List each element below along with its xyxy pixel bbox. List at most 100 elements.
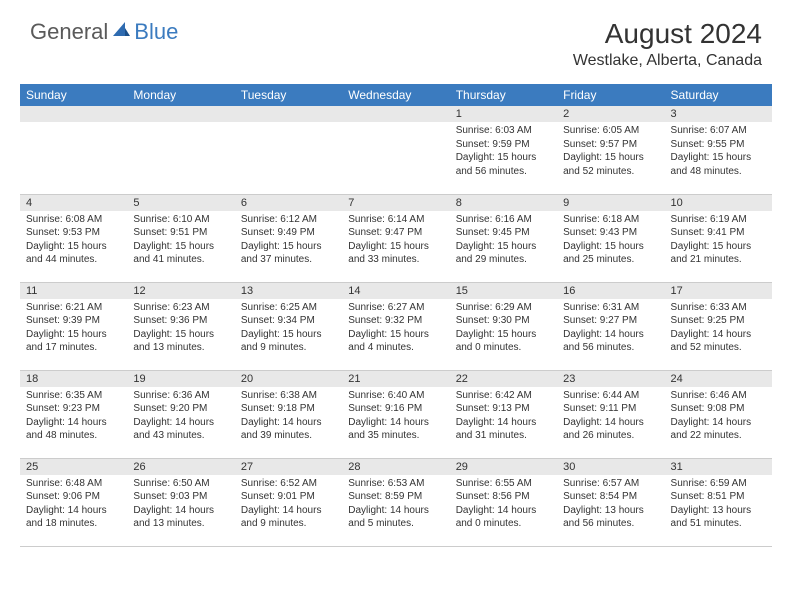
day-content bbox=[342, 122, 449, 182]
sunset-text: Sunset: 9:41 PM bbox=[671, 226, 766, 240]
daylight-text: Daylight: 15 hours and 29 minutes. bbox=[456, 240, 551, 267]
daylight-text: Daylight: 15 hours and 37 minutes. bbox=[241, 240, 336, 267]
day-content: Sunrise: 6:33 AMSunset: 9:25 PMDaylight:… bbox=[665, 299, 772, 359]
calendar-cell: 18Sunrise: 6:35 AMSunset: 9:23 PMDayligh… bbox=[20, 370, 127, 458]
sunrise-text: Sunrise: 6:29 AM bbox=[456, 301, 551, 315]
calendar-body: 1 Sunrise: 6:03 AMSunset: 9:59 PM Daylight… bbox=[20, 106, 772, 546]
day-content: Sunrise: 6:36 AMSunset: 9:20 PMDaylight:… bbox=[127, 387, 234, 447]
logo: General Blue bbox=[30, 18, 178, 45]
day-content: Sunrise: 6:40 AMSunset: 9:16 PMDaylight:… bbox=[342, 387, 449, 447]
sunrise-text: Sunrise: 6:42 AM bbox=[456, 389, 551, 403]
day-number: 27 bbox=[235, 459, 342, 475]
day-content bbox=[20, 122, 127, 182]
sunset-text: Sunset: 9:16 PM bbox=[348, 402, 443, 416]
sunset-text: Sunset: 9:23 PM bbox=[26, 402, 121, 416]
calendar-cell: 20Sunrise: 6:38 AMSunset: 9:18 PMDayligh… bbox=[235, 370, 342, 458]
calendar-cell: 16Sunrise: 6:31 AMSunset: 9:27 PMDayligh… bbox=[557, 282, 664, 370]
day-content: Sunrise: 6:23 AMSunset: 9:36 PMDaylight:… bbox=[127, 299, 234, 359]
day-content: Sunrise: 6:57 AMSunset: 8:54 PMDaylight:… bbox=[557, 475, 664, 535]
daylight-text: Daylight: 15 hours and 0 minutes. bbox=[456, 328, 551, 355]
calendar-cell: 13Sunrise: 6:25 AMSunset: 9:34 PMDayligh… bbox=[235, 282, 342, 370]
daylight-text: Daylight: 15 hours and 41 minutes. bbox=[133, 240, 228, 267]
daylight-text: Daylight: 15 hours and 33 minutes. bbox=[348, 240, 443, 267]
daylight-text: Daylight: 14 hours and 5 minutes. bbox=[348, 504, 443, 531]
day-number: 31 bbox=[665, 459, 772, 475]
sunset-text: Sunset: 9:30 PM bbox=[456, 314, 551, 328]
day-number: 26 bbox=[127, 459, 234, 475]
sunrise-text: Sunrise: 6:10 AM bbox=[133, 213, 228, 227]
day-header: Sunday bbox=[20, 84, 127, 106]
sunset-text: Sunset: 9:03 PM bbox=[133, 490, 228, 504]
day-number: 16 bbox=[557, 283, 664, 299]
sunrise-text: Sunrise: 6:05 AM bbox=[563, 124, 658, 138]
day-content: Sunrise: 6:05 AMSunset: 9:57 PMDaylight:… bbox=[557, 122, 664, 182]
calendar-head: SundayMondayTuesdayWednesdayThursdayFrid… bbox=[20, 84, 772, 106]
sunset-text: Sunset: 9:25 PM bbox=[671, 314, 766, 328]
day-content: Sunrise: 6:35 AMSunset: 9:23 PMDaylight:… bbox=[20, 387, 127, 447]
daylight-text: Daylight: 14 hours and 26 minutes. bbox=[563, 416, 658, 443]
calendar-cell: 27Sunrise: 6:52 AMSunset: 9:01 PMDayligh… bbox=[235, 458, 342, 546]
day-number bbox=[342, 106, 449, 122]
calendar-cell: 11Sunrise: 6:21 AMSunset: 9:39 PMDayligh… bbox=[20, 282, 127, 370]
day-header: Monday bbox=[127, 84, 234, 106]
day-header: Wednesday bbox=[342, 84, 449, 106]
sunrise-text: Sunrise: 6:03 AM bbox=[456, 124, 551, 138]
day-number bbox=[20, 106, 127, 122]
day-content: Sunrise: 6:44 AMSunset: 9:11 PMDaylight:… bbox=[557, 387, 664, 447]
sunrise-text: Sunrise: 6:31 AM bbox=[563, 301, 658, 315]
day-number: 25 bbox=[20, 459, 127, 475]
day-number bbox=[235, 106, 342, 122]
day-content: Sunrise: 6:48 AMSunset: 9:06 PMDaylight:… bbox=[20, 475, 127, 535]
day-content: Sunrise: 6:18 AMSunset: 9:43 PMDaylight:… bbox=[557, 211, 664, 271]
calendar-week-row: 4Sunrise: 6:08 AMSunset: 9:53 PMDaylight… bbox=[20, 194, 772, 282]
day-header-row: SundayMondayTuesdayWednesdayThursdayFrid… bbox=[20, 84, 772, 106]
day-number: 11 bbox=[20, 283, 127, 299]
calendar-week-row: 25Sunrise: 6:48 AMSunset: 9:06 PMDayligh… bbox=[20, 458, 772, 546]
sunrise-text: Sunrise: 6:40 AM bbox=[348, 389, 443, 403]
daylight-text: Daylight: 15 hours and 44 minutes. bbox=[26, 240, 121, 267]
sunset-text: Sunset: 9:13 PM bbox=[456, 402, 551, 416]
logo-text-general: General bbox=[30, 19, 108, 45]
calendar-week-row: 18Sunrise: 6:35 AMSunset: 9:23 PMDayligh… bbox=[20, 370, 772, 458]
day-content: Sunrise: 6:52 AMSunset: 9:01 PMDaylight:… bbox=[235, 475, 342, 535]
title-block: August 2024 Westlake, Alberta, Canada bbox=[573, 18, 762, 70]
day-number: 10 bbox=[665, 195, 772, 211]
daylight-text: Daylight: 14 hours and 18 minutes. bbox=[26, 504, 121, 531]
calendar-cell: 22Sunrise: 6:42 AMSunset: 9:13 PMDayligh… bbox=[450, 370, 557, 458]
calendar-cell bbox=[235, 106, 342, 194]
calendar-cell: 30Sunrise: 6:57 AMSunset: 8:54 PMDayligh… bbox=[557, 458, 664, 546]
day-content: Sunrise: 6:31 AMSunset: 9:27 PMDaylight:… bbox=[557, 299, 664, 359]
day-number: 29 bbox=[450, 459, 557, 475]
calendar-cell bbox=[20, 106, 127, 194]
day-header: Friday bbox=[557, 84, 664, 106]
sunset-text: Sunset: 9:06 PM bbox=[26, 490, 121, 504]
daylight-text: Daylight: 15 hours and 25 minutes. bbox=[563, 240, 658, 267]
sunrise-text: Sunrise: 6:38 AM bbox=[241, 389, 336, 403]
sunset-text: Sunset: 9:59 PM bbox=[456, 138, 551, 152]
calendar-cell: 14Sunrise: 6:27 AMSunset: 9:32 PMDayligh… bbox=[342, 282, 449, 370]
day-content: Sunrise: 6:14 AMSunset: 9:47 PMDaylight:… bbox=[342, 211, 449, 271]
calendar-cell: 10Sunrise: 6:19 AMSunset: 9:41 PMDayligh… bbox=[665, 194, 772, 282]
sunrise-text: Sunrise: 6:18 AM bbox=[563, 213, 658, 227]
day-content: Sunrise: 6:25 AMSunset: 9:34 PMDaylight:… bbox=[235, 299, 342, 359]
day-content: Sunrise: 6:21 AMSunset: 9:39 PMDaylight:… bbox=[20, 299, 127, 359]
daylight-text: Daylight: 14 hours and 56 minutes. bbox=[563, 328, 658, 355]
day-number: 24 bbox=[665, 371, 772, 387]
day-number: 17 bbox=[665, 283, 772, 299]
day-number: 30 bbox=[557, 459, 664, 475]
day-content: Sunrise: 6:19 AMSunset: 9:41 PMDaylight:… bbox=[665, 211, 772, 271]
day-content bbox=[235, 122, 342, 182]
day-number: 8 bbox=[450, 195, 557, 211]
day-number: 2 bbox=[557, 106, 664, 122]
day-content: Sunrise: 6:55 AMSunset: 8:56 PMDaylight:… bbox=[450, 475, 557, 535]
calendar-week-row: 11Sunrise: 6:21 AMSunset: 9:39 PMDayligh… bbox=[20, 282, 772, 370]
daylight-text: Daylight: 15 hours and 21 minutes. bbox=[671, 240, 766, 267]
day-number: 1 bbox=[450, 106, 557, 122]
sunrise-text: Sunrise: 6:35 AM bbox=[26, 389, 121, 403]
calendar-week-row: 1 Sunrise: 6:03 AMSunset: 9:59 PM Daylight… bbox=[20, 106, 772, 194]
calendar-cell: 12Sunrise: 6:23 AMSunset: 9:36 PMDayligh… bbox=[127, 282, 234, 370]
daylight-text: Daylight: 15 hours and 13 minutes. bbox=[133, 328, 228, 355]
calendar-cell: 8Sunrise: 6:16 AMSunset: 9:45 PMDaylight… bbox=[450, 194, 557, 282]
daylight-text: Daylight: 15 hours and 52 minutes. bbox=[563, 151, 658, 178]
calendar-cell: 2Sunrise: 6:05 AMSunset: 9:57 PMDaylight… bbox=[557, 106, 664, 194]
